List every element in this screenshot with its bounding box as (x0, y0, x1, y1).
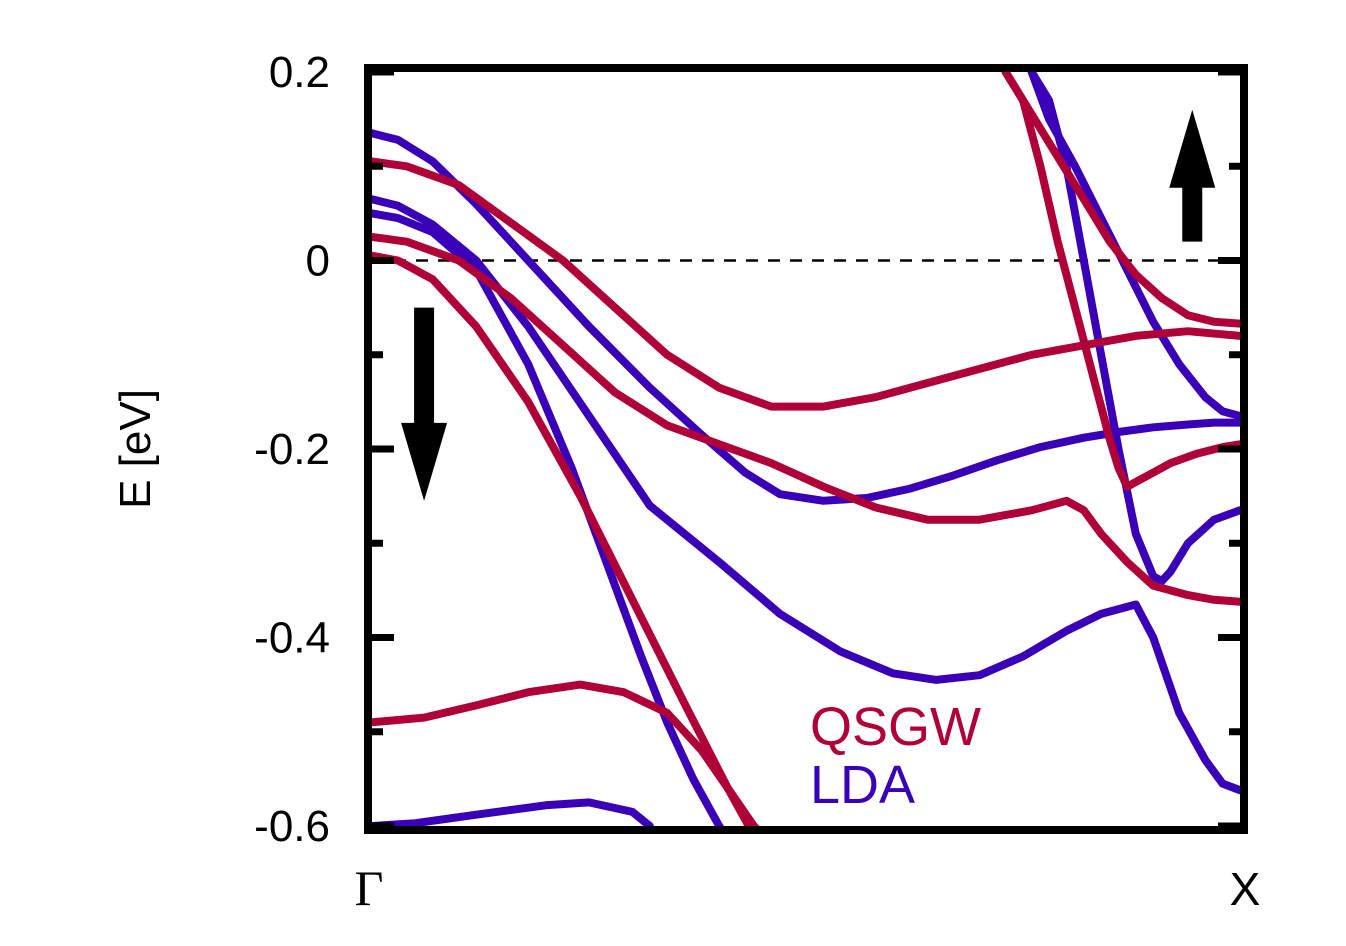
y-tick-label: -0.6 (254, 802, 330, 851)
spin-down-arrow-icon (401, 307, 448, 501)
y-tick-labels: 0.2 0 -0.2 -0.4 -0.6 (254, 48, 330, 851)
band-lda-4 (372, 798, 654, 826)
band-qsgw-5 (1001, 72, 1240, 491)
y-axis-label: E [eV] (111, 389, 160, 509)
y-tick-label: 0 (306, 237, 330, 286)
x-tick-label: X (1230, 863, 1261, 915)
plot-frame (364, 64, 1248, 834)
band-lines (372, 72, 1240, 826)
band-qsgw-6 (1001, 72, 1240, 328)
band-qsgw-2 (372, 232, 1240, 606)
spin-arrows (401, 109, 1216, 501)
legend-lda: LDA (810, 755, 915, 815)
band-qsgw-4 (372, 680, 760, 826)
y-tick-label: -0.2 (254, 425, 330, 474)
x-tick-label: Γ (355, 860, 384, 916)
spin-up-arrow-icon (1169, 109, 1216, 242)
y-tick-label: 0.2 (269, 48, 330, 97)
y-tick-label: -0.4 (254, 614, 330, 663)
band-lda-6 (1027, 72, 1240, 420)
legend-qsgw: QSGW (810, 697, 981, 757)
band-qsgw-1 (372, 157, 1240, 411)
